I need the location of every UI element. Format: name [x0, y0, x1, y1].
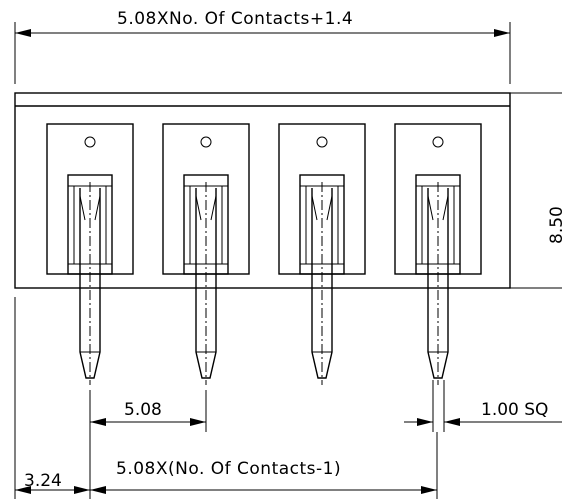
terminal-4: [394, 123, 482, 385]
terminal-2: [162, 123, 250, 385]
pitch-label: 5.08: [124, 400, 162, 420]
pin-size-dimension: 1.00 SQ: [404, 380, 562, 432]
height-label: 8.50: [547, 206, 562, 244]
pin-tab: [427, 195, 449, 221]
pin-tab: [79, 195, 101, 221]
pin-size-label: 1.00 SQ: [481, 400, 548, 420]
pin: [195, 188, 217, 379]
terminal-3: [278, 123, 366, 385]
bottom-dimensions: 3.24 5.08X(No. Of Contacts-1): [14, 297, 438, 499]
pin: [311, 188, 333, 379]
pin-tab: [311, 195, 333, 221]
overall-length-dimension: 5.08XNo. Of Contacts+1.4: [14, 9, 511, 84]
terminal-1: [46, 123, 134, 385]
pin: [79, 188, 101, 379]
pitch-dimension: 5.08: [89, 390, 207, 432]
terminal-cavities: [46, 123, 482, 385]
pin-tab: [195, 195, 217, 221]
wire-hole: [84, 136, 96, 148]
wire-hole: [432, 136, 444, 148]
connector-housing: [14, 92, 511, 289]
wire-hole: [316, 136, 328, 148]
wire-hole: [200, 136, 212, 148]
edge-offset-label: 3.24: [24, 471, 62, 491]
pin-span-label: 5.08X(No. Of Contacts-1): [116, 459, 341, 479]
height-dimension: 8.50: [510, 92, 562, 289]
pin: [427, 188, 449, 379]
overall-length-label: 5.08XNo. Of Contacts+1.4: [117, 9, 353, 29]
